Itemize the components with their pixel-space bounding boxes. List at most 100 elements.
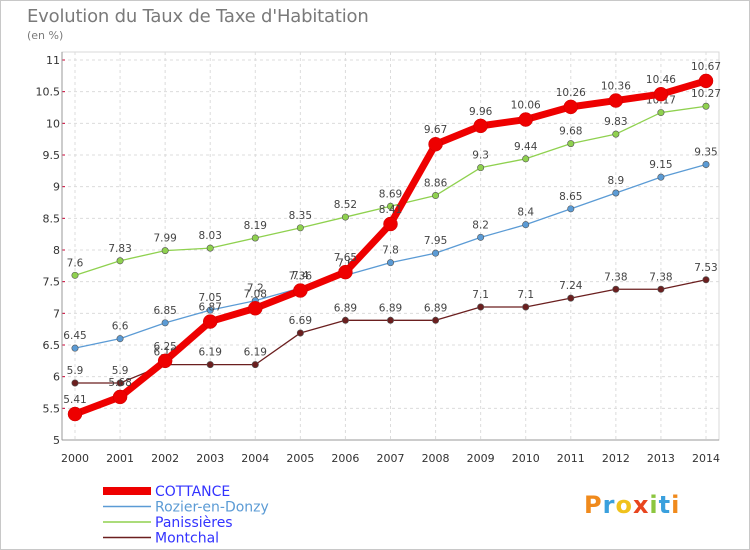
logo-letter: t — [658, 491, 672, 519]
data-point — [473, 118, 488, 134]
data-point — [522, 303, 530, 311]
data-label: 8.69 — [379, 188, 402, 200]
data-label: 7.4 — [292, 270, 309, 282]
data-label: 7.95 — [424, 235, 447, 247]
data-label: 9.35 — [694, 147, 717, 159]
data-point — [522, 221, 530, 229]
x-tick-label: 2009 — [467, 452, 495, 465]
x-tick-label: 2000 — [61, 452, 89, 465]
data-point — [428, 136, 443, 152]
data-point — [432, 192, 440, 200]
data-label: 7.8 — [382, 245, 399, 257]
logo-letter: i — [671, 491, 681, 519]
data-point — [383, 216, 398, 232]
data-label: 8.9 — [608, 175, 625, 187]
data-point — [296, 224, 304, 232]
data-label: 7.83 — [108, 243, 131, 255]
chart-title: Evolution du Taux de Taxe d'Habitation — [27, 6, 369, 27]
data-label: 5.68 — [108, 377, 131, 389]
logo-letter: i — [649, 491, 659, 519]
data-label: 9.15 — [649, 159, 672, 171]
data-point — [67, 406, 83, 422]
data-point — [341, 213, 349, 221]
data-point — [206, 244, 214, 252]
x-tick-label: 2003 — [196, 452, 224, 465]
y-tick-label: 6 — [53, 371, 60, 384]
data-label: 5.9 — [67, 365, 84, 377]
data-label: 8.65 — [559, 191, 582, 203]
data-point — [386, 316, 394, 324]
data-label: 7.36 — [289, 271, 313, 283]
y-tick-label: 8 — [53, 244, 60, 257]
data-point — [206, 306, 214, 314]
data-label: 7.38 — [649, 271, 672, 283]
data-point — [567, 205, 575, 213]
data-point — [116, 257, 124, 265]
data-label: 5.41 — [63, 394, 86, 406]
data-point — [477, 233, 485, 241]
data-point — [157, 353, 173, 369]
data-label: 9.67 — [424, 124, 447, 136]
data-label: 8.03 — [199, 230, 222, 242]
data-label: 10.67 — [691, 61, 721, 73]
data-point — [522, 155, 530, 163]
x-tick-label: 2013 — [647, 452, 675, 465]
y-tick-label: 9.5 — [43, 149, 61, 162]
data-point — [71, 379, 79, 387]
data-point — [567, 140, 575, 148]
data-point — [338, 264, 353, 280]
data-point — [248, 301, 263, 316]
data-label: 8.35 — [289, 210, 312, 222]
logo-letter: o — [615, 491, 633, 519]
data-label: 8.4 — [517, 207, 534, 219]
y-tick-label: 5.5 — [43, 402, 61, 415]
data-point — [702, 161, 710, 169]
data-label: 7.05 — [199, 292, 222, 304]
data-label: 6.19 — [244, 347, 267, 359]
data-label: 9.3 — [472, 150, 489, 162]
data-point — [612, 189, 620, 197]
data-label: 7.53 — [694, 262, 717, 274]
data-point — [653, 86, 669, 102]
data-label: 7.6 — [67, 257, 84, 269]
data-label: 9.96 — [469, 106, 493, 118]
x-tick-label: 2012 — [602, 452, 630, 465]
series-rozier-en-donzy: 6.45 6.6 6.85 7.05 7.2 7.4 7.6 7.8 7.95 8.2 8.4 8.6… — [63, 147, 718, 352]
data-point — [386, 202, 394, 210]
data-label: 7.08 — [244, 288, 267, 300]
data-label: 6.69 — [289, 315, 312, 327]
data-label: 8.41 — [379, 204, 402, 216]
data-point — [702, 276, 710, 284]
data-point — [702, 102, 710, 110]
data-point — [296, 329, 304, 337]
data-label: 7.65 — [334, 252, 357, 264]
data-point — [657, 173, 665, 181]
legend-label: COTTANCE — [155, 484, 230, 500]
data-point — [293, 283, 308, 298]
data-label: 9.83 — [604, 116, 627, 128]
data-point — [251, 234, 259, 242]
data-label: 8.2 — [472, 219, 489, 231]
data-point — [563, 99, 579, 115]
proxiti-logo: Proxiti — [584, 491, 680, 519]
x-tick-label: 2008 — [422, 452, 450, 465]
series-cottance: 5.41 5.68 6.25 6.87 7.08 7.36 7.65 8.41 9.67 9.96… — [63, 61, 721, 422]
data-point — [161, 247, 169, 255]
x-tick-label: 2014 — [692, 452, 720, 465]
x-tick-label: 2011 — [557, 452, 585, 465]
data-label: 8.52 — [334, 199, 357, 211]
data-point — [251, 361, 259, 369]
data-point — [206, 361, 214, 369]
logo-letter: x — [632, 491, 650, 519]
data-label: 7.38 — [604, 271, 627, 283]
x-tick-label: 2007 — [377, 452, 405, 465]
data-label: 6.89 — [424, 302, 447, 314]
y-tick-label: 10 — [46, 117, 60, 130]
data-point — [116, 335, 124, 343]
data-label: 7.24 — [559, 280, 583, 292]
data-label: 6.89 — [334, 302, 357, 314]
data-label: 6.89 — [379, 302, 402, 314]
data-point — [432, 249, 440, 257]
data-label: 8.86 — [424, 178, 448, 190]
data-point — [518, 112, 533, 127]
